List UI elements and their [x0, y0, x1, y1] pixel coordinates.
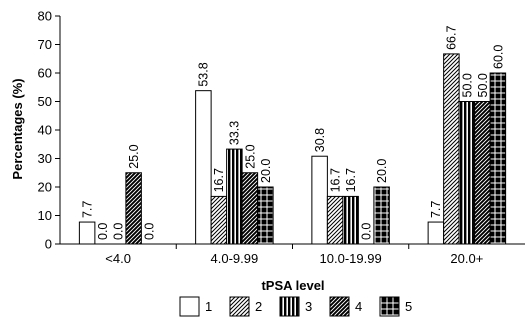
y-tick-label: 10: [38, 208, 52, 223]
bar: [373, 186, 390, 245]
x-tick-label: <4.0: [105, 251, 131, 266]
legend-label: 5: [405, 299, 412, 314]
y-axis-title: Percentages (%): [10, 78, 25, 179]
bar-value-label: 0.0: [112, 223, 126, 240]
legend-swatch: [379, 296, 400, 317]
legend-swatch: [329, 296, 350, 317]
bar-value-label: 0.0: [143, 223, 157, 240]
legend-swatch: [229, 296, 250, 317]
bar: [257, 186, 274, 245]
y-tick-label: 0: [45, 237, 52, 252]
bar: [78, 221, 96, 245]
legend-label: 2: [255, 299, 262, 314]
data-labels: 7.70.0 0.025.00.053.816.733.325.020.030.8…: [81, 26, 506, 240]
bar-value-label: 0.0: [96, 223, 110, 240]
x-axis-title: tPSA level: [261, 278, 324, 293]
bar-value-label: 33.3: [228, 121, 242, 145]
bar: [458, 101, 476, 245]
x-axis: <4.0 4.0-9.99 10.0-19.99 20.0+: [60, 243, 525, 266]
bar-value-label: 16.7: [344, 168, 358, 192]
y-tick-label: 80: [38, 9, 52, 24]
y-tick-label: 50: [38, 94, 52, 109]
x-tick-label: 4.0-9.99: [211, 251, 259, 266]
bar: [210, 195, 228, 245]
bar: [226, 148, 243, 245]
legend-label: 3: [305, 299, 312, 314]
legend-swatch: [279, 296, 300, 317]
bar: [241, 172, 259, 245]
x-tick-label: 20.0+: [450, 251, 483, 266]
bar-value-label: 50.0: [460, 73, 474, 97]
bar-value-label: 25.0: [243, 144, 257, 168]
bar: [443, 53, 460, 245]
bar: [311, 155, 328, 245]
y-tick-label: 40: [38, 123, 52, 138]
legend: 1 2 3 4 5: [179, 296, 412, 317]
bar: [195, 90, 212, 245]
bar-value-label: 20.0: [375, 159, 389, 183]
bar-value-label: 53.8: [197, 62, 211, 86]
bar: [427, 221, 445, 245]
bar-value-label: 60.0: [491, 45, 505, 69]
bar-value-label: 7.7: [81, 201, 95, 218]
y-tick-label: 60: [38, 66, 52, 81]
x-tick-label: 10.0-19.99: [320, 251, 382, 266]
bar-value-label: 66.7: [445, 26, 459, 50]
legend-swatch: [179, 296, 200, 317]
y-tick-label: 20: [38, 180, 52, 195]
bar-value-label: 25.0: [127, 144, 141, 168]
bar-value-label: 16.7: [212, 168, 226, 192]
bar-value-label: 16.7: [329, 168, 343, 192]
bars: [78, 53, 507, 245]
legend-label: 1: [205, 299, 212, 314]
legend-label: 4: [355, 299, 362, 314]
bar-value-label: 20.0: [259, 159, 273, 183]
bar-value-label: 50.0: [476, 73, 490, 97]
y-axis: 0 10 20 30 40 50 60 70 80: [38, 9, 61, 252]
bar-value-label: 7.7: [429, 201, 443, 218]
bar-value-label: 30.8: [313, 128, 327, 152]
bar: [326, 195, 344, 245]
bar: [489, 72, 507, 245]
y-tick-label: 30: [38, 151, 52, 166]
bar: [125, 172, 142, 245]
bar: [342, 195, 359, 245]
bar-value-label: 0.0: [360, 223, 374, 240]
bar: [474, 101, 491, 245]
y-tick-label: 70: [38, 37, 52, 52]
